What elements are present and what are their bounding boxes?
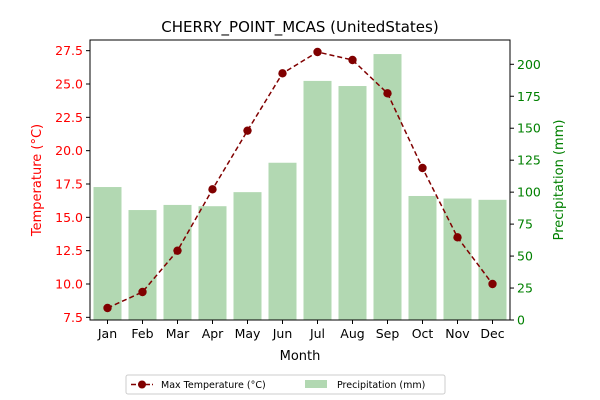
x-tick-label-aug: Aug (340, 326, 364, 341)
x-tick-label-may: May (235, 326, 261, 341)
legend-label-precipitation: Precipitation (mm) (337, 380, 425, 391)
left-axis-label: Temperature (°C) (30, 124, 45, 237)
x-axis-ticks: Jan Feb Mar Apr May Jun Jul Aug Sep Oct Nov Dec (97, 320, 505, 341)
right-axis-ticks: 0 25 50 75 100 125 150 175 200 (510, 57, 541, 328)
right-tick-label: 100 (517, 185, 541, 200)
x-tick-label-sep: Sep (376, 326, 400, 341)
precip-bar-jan (93, 187, 122, 320)
right-tick-label: 0 (517, 313, 525, 328)
temperature-point-apr (208, 185, 217, 194)
left-tick-label: 10.0 (55, 277, 83, 292)
left-tick-label: 7.5 (63, 310, 83, 325)
precip-bar-dec (478, 199, 507, 320)
temperature-point-feb (138, 287, 147, 297)
left-axis-ticks: 7.5 10.0 12.5 15.0 17.5 20.0 22.5 25.0 27.5 (55, 43, 90, 325)
bars-layer (93, 54, 507, 320)
left-tick-label: 27.5 (55, 43, 83, 58)
temperature-point-dec (488, 279, 497, 289)
precip-bar-may (233, 192, 262, 320)
x-tick-label-mar: Mar (166, 326, 190, 341)
right-tick-label: 200 (517, 57, 541, 72)
precip-bar-apr (198, 206, 227, 320)
temperature-point-jun (278, 69, 287, 78)
precip-bar-feb (128, 210, 157, 320)
x-tick-label-jan: Jan (97, 326, 117, 341)
precip-bar-aug (338, 86, 367, 320)
legend-label-temperature: Max Temperature (°C) (161, 380, 266, 391)
left-tick-label: 25.0 (55, 77, 83, 92)
temperature-point-aug (348, 55, 357, 65)
temperature-point-mar (173, 246, 182, 255)
right-axis-label: Precipitation (mm) (552, 120, 567, 241)
x-axis-label: Month (280, 349, 321, 364)
precip-bar-sep (373, 54, 402, 320)
temperature-point-sep (383, 89, 392, 98)
legend-line-marker (138, 380, 146, 389)
left-tick-label: 12.5 (55, 243, 83, 258)
legend-frame (125, 374, 446, 395)
x-tick-label-apr: Apr (202, 326, 224, 341)
legend-bar-swatch (305, 380, 327, 388)
temperature-point-oct (418, 163, 427, 173)
left-tick-label: 15.0 (55, 210, 83, 225)
precip-bar-oct (408, 195, 437, 320)
precip-bar-jun (268, 162, 297, 320)
temperature-point-may (243, 126, 252, 135)
precip-bar-jul (303, 80, 332, 320)
right-tick-label: 150 (517, 121, 541, 136)
right-tick-label: 25 (517, 281, 533, 296)
right-tick-label: 175 (517, 89, 541, 104)
x-tick-label-jun: Jun (272, 326, 293, 341)
precip-bar-mar (163, 204, 192, 320)
x-tick-label-dec: Dec (480, 326, 504, 341)
x-tick-label-oct: Oct (412, 326, 434, 341)
left-tick-label: 17.5 (55, 177, 83, 192)
x-tick-label-feb: Feb (131, 326, 153, 341)
temperature-point-jul (313, 47, 322, 57)
x-tick-label-jul: Jul (309, 326, 325, 341)
right-tick-label: 75 (517, 217, 533, 232)
plot-frame (89, 39, 511, 321)
x-tick-label-nov: Nov (445, 326, 470, 341)
right-tick-label: 50 (517, 249, 533, 264)
right-tick-label: 125 (517, 153, 541, 168)
temperature-line (107, 51, 494, 309)
line-layer (103, 47, 497, 313)
left-tick-label: 20.0 (55, 143, 83, 158)
legend: Max Temperature (°C) Precipitation (mm) (125, 374, 446, 395)
temperature-point-nov (453, 233, 462, 242)
chart-title: CHERRY_POINT_MCAS (UnitedStates) (161, 18, 438, 37)
left-tick-label: 22.5 (55, 110, 83, 125)
temperature-point-jan (103, 303, 112, 313)
